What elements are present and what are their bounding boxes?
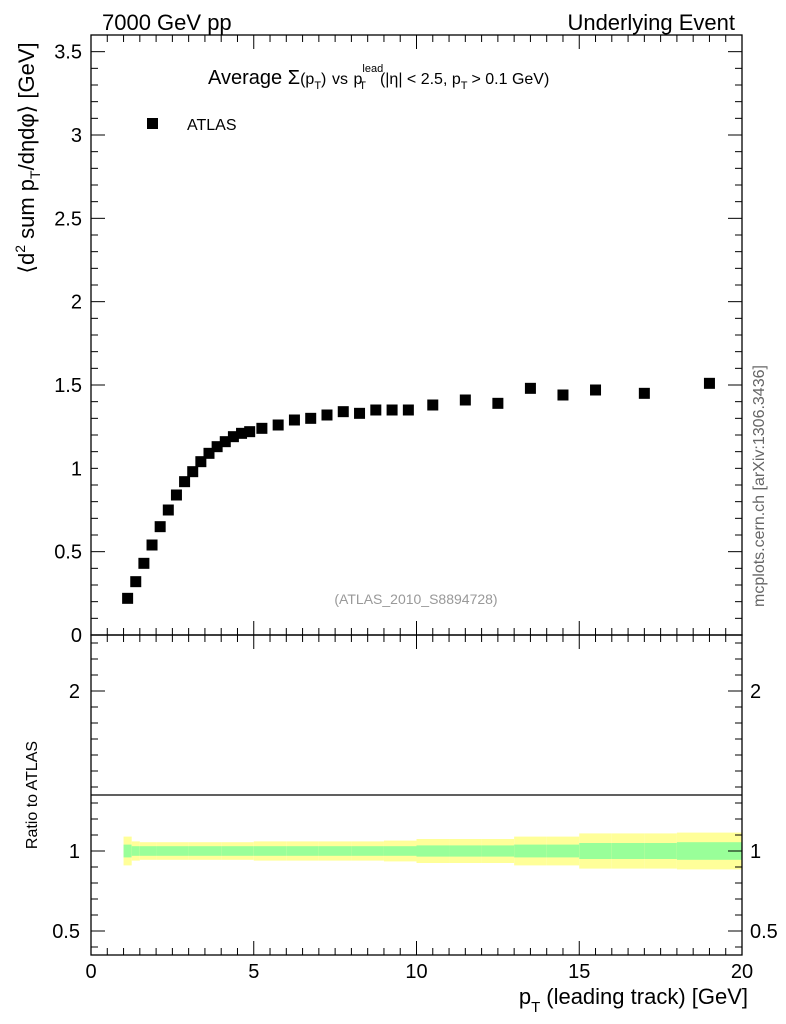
ratio-y-tick-label-left: 1 xyxy=(69,841,80,863)
side-credit: mcplots.cern.ch [arXiv:1306.3436] xyxy=(751,365,768,607)
data-point xyxy=(370,404,382,416)
legend-marker xyxy=(147,118,158,129)
atlas-data-points xyxy=(122,377,715,604)
stat-uncertainty-band xyxy=(514,844,547,858)
data-point xyxy=(492,397,504,409)
x-tick-label: 15 xyxy=(568,961,590,983)
data-point xyxy=(638,387,650,399)
stat-uncertainty-band xyxy=(188,846,222,856)
ratio-y-tick-label-left: 0.5 xyxy=(52,921,80,943)
stat-uncertainty-band xyxy=(644,843,677,859)
data-point xyxy=(459,394,471,406)
ratio-y-tick-label-right: 2 xyxy=(750,681,761,703)
stat-uncertainty-band xyxy=(318,846,352,856)
data-point xyxy=(386,404,398,416)
ratio-y-tick-label-left: 2 xyxy=(69,681,80,703)
stat-uncertainty-band xyxy=(449,845,482,857)
y-tick-label: 2 xyxy=(71,292,82,314)
stat-uncertainty-band xyxy=(579,843,612,859)
data-point xyxy=(219,436,231,448)
stat-uncertainty-band xyxy=(416,845,450,857)
ratio-y-axis-label: Ratio to ATLAS xyxy=(24,741,41,849)
data-point xyxy=(256,422,268,434)
ratio-uncertainty-bands xyxy=(123,832,742,870)
stat-uncertainty-band xyxy=(611,843,645,859)
y-tick-label: 1 xyxy=(71,458,82,480)
main-y-axis-label: ⟨d2 sum pT/dηdφ⟩ [GeV] xyxy=(12,42,43,273)
analysis-watermark: (ATLAS_2010_S8894728) xyxy=(334,591,497,607)
data-point xyxy=(244,426,256,438)
ratio-y-tick-label-right: 0.5 xyxy=(750,921,778,943)
data-point xyxy=(162,504,174,516)
data-point xyxy=(146,539,158,551)
y-tick-label: 3 xyxy=(71,125,82,147)
x-axis-label: pT (leading track) [GeV] xyxy=(519,984,748,1016)
stat-uncertainty-band xyxy=(546,844,580,858)
data-point xyxy=(354,407,366,419)
data-point xyxy=(703,377,715,389)
stat-uncertainty-band xyxy=(156,846,189,856)
header-left: 7000 GeV pp xyxy=(102,10,232,35)
stat-uncertainty-band xyxy=(221,846,254,856)
y-tick-label: 0.5 xyxy=(54,542,82,564)
x-tick-label: 10 xyxy=(405,961,427,983)
stat-uncertainty-band xyxy=(139,846,157,856)
ratio-y-tick-label-right: 1 xyxy=(750,841,761,863)
data-point xyxy=(236,427,248,439)
data-point xyxy=(203,447,215,459)
x-tick-label: 20 xyxy=(731,961,753,983)
y-tick-label: 0 xyxy=(71,625,82,647)
ratio-panel-frame xyxy=(90,634,743,956)
stat-uncertainty-band xyxy=(253,846,287,856)
data-point xyxy=(557,389,569,401)
data-point xyxy=(211,441,223,453)
data-point xyxy=(337,406,349,418)
stat-uncertainty-band xyxy=(351,846,384,856)
legend-label: ATLAS xyxy=(187,117,237,134)
main-title: Average Σ(pT) vs plead T (|η| < 2.5, pT > 0… xyxy=(208,63,549,92)
data-point xyxy=(179,476,191,488)
data-point xyxy=(187,466,199,478)
stat-uncertainty-band xyxy=(286,846,319,856)
data-point xyxy=(427,399,439,411)
stat-uncertainty-band xyxy=(131,846,140,856)
data-point xyxy=(321,409,333,421)
data-point xyxy=(305,412,317,424)
stat-uncertainty-band xyxy=(123,844,132,858)
data-point xyxy=(138,557,150,569)
data-point xyxy=(195,456,207,468)
x-tick-label: 0 xyxy=(85,961,96,983)
data-point xyxy=(122,592,134,604)
data-point xyxy=(288,414,300,426)
stat-uncertainty-band xyxy=(676,842,742,860)
data-point xyxy=(590,384,602,396)
data-point xyxy=(130,576,142,588)
y-tick-label: 3.5 xyxy=(54,42,82,64)
data-point xyxy=(402,404,414,416)
data-point xyxy=(227,431,239,443)
y-tick-label: 1.5 xyxy=(54,375,82,397)
data-point xyxy=(154,521,166,533)
data-point xyxy=(272,419,284,431)
x-tick-label: 5 xyxy=(248,961,259,983)
stat-uncertainty-band xyxy=(383,846,417,856)
header-right: Underlying Event xyxy=(567,10,735,35)
stat-uncertainty-band xyxy=(481,845,515,857)
data-point xyxy=(524,382,536,394)
y-tick-label: 2.5 xyxy=(54,208,82,230)
data-point xyxy=(170,489,182,501)
